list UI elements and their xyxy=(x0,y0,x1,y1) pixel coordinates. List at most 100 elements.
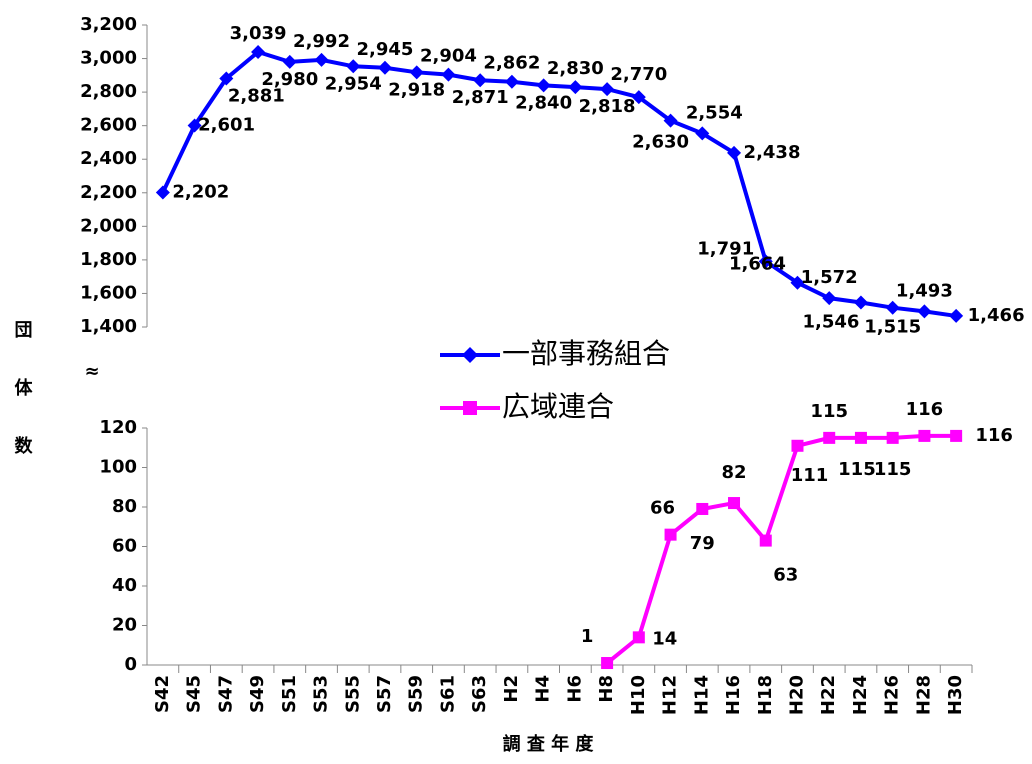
data-label: 2,992 xyxy=(293,31,350,52)
y-tick-label: 2,600 xyxy=(80,115,137,136)
data-label: 2,954 xyxy=(325,73,382,94)
data-label: 2,945 xyxy=(357,39,414,60)
marker xyxy=(949,308,964,323)
x-tick-label: H2 xyxy=(501,675,522,703)
y-tick-label: 2,000 xyxy=(80,215,137,236)
x-tick-label: H14 xyxy=(691,675,712,715)
x-tick-label: S51 xyxy=(279,675,300,713)
y-tick-label: 1,400 xyxy=(80,316,137,337)
marker xyxy=(695,126,710,141)
x-tick-label: S45 xyxy=(184,675,205,713)
data-label: 1,493 xyxy=(896,280,953,301)
marker xyxy=(663,113,678,128)
data-label: 2,770 xyxy=(610,64,667,85)
marker xyxy=(219,71,234,86)
y-tick-label: 120 xyxy=(99,417,137,438)
data-label: 82 xyxy=(721,462,746,483)
y-tick-label: 0 xyxy=(124,654,137,675)
marker xyxy=(759,534,772,547)
marker xyxy=(568,80,583,95)
data-label: 2,630 xyxy=(632,132,689,153)
marker xyxy=(409,65,424,80)
y-tick-label: 2,800 xyxy=(80,81,137,102)
x-tick-label: S55 xyxy=(342,675,363,713)
data-label: 66 xyxy=(650,498,675,519)
data-label: 2,918 xyxy=(388,79,445,100)
data-label: 79 xyxy=(690,533,715,554)
x-tick-label: H18 xyxy=(755,675,776,715)
marker xyxy=(664,528,677,541)
marker xyxy=(886,431,899,444)
y-tick-label: 2,200 xyxy=(80,182,137,203)
x-tick-label: H10 xyxy=(628,675,649,715)
y-tick-label: 1,600 xyxy=(80,282,137,303)
x-tick-label: S57 xyxy=(374,675,395,713)
x-tick-label: S49 xyxy=(247,675,268,713)
marker xyxy=(917,304,932,319)
data-label: 116 xyxy=(975,425,1013,446)
data-label: 1,572 xyxy=(801,267,858,288)
data-label: 63 xyxy=(773,565,798,586)
data-label: 2,980 xyxy=(261,69,318,90)
x-tick-label: S47 xyxy=(215,675,236,713)
x-axis-label: 調 査 年 度 xyxy=(503,733,595,755)
y-tick-label: 60 xyxy=(112,536,137,557)
x-tick-label: S63 xyxy=(469,675,490,713)
data-label: 111 xyxy=(791,465,829,486)
y-axis-label-text: 団体数 xyxy=(12,320,33,494)
marker xyxy=(600,82,615,97)
marker xyxy=(727,145,742,160)
y-axis-label: 団体数 xyxy=(12,320,33,494)
data-label: 2,202 xyxy=(172,181,229,202)
marker xyxy=(441,67,456,82)
marker xyxy=(631,90,646,105)
legend-marker xyxy=(463,401,477,415)
x-tick-label: S61 xyxy=(437,675,458,713)
data-label: 2,601 xyxy=(198,114,255,135)
marker xyxy=(696,502,709,515)
x-tick-label: H22 xyxy=(818,675,839,715)
marker xyxy=(187,118,202,133)
y-tick-label: 20 xyxy=(112,615,137,636)
marker xyxy=(758,254,773,269)
marker xyxy=(790,275,805,290)
marker xyxy=(314,52,329,67)
x-tick-label: H12 xyxy=(660,675,681,715)
data-label: 1,546 xyxy=(802,312,859,333)
x-tick-label: H28 xyxy=(913,675,934,715)
data-label: 2,438 xyxy=(744,142,801,163)
x-tick-label: H20 xyxy=(786,675,807,715)
x-tick-label: H26 xyxy=(882,675,903,715)
data-label: 2,840 xyxy=(515,92,572,113)
marker xyxy=(822,291,837,306)
marker xyxy=(473,73,488,88)
y-tick-label: 3,000 xyxy=(80,48,137,69)
marker xyxy=(504,74,519,89)
x-tick-label: S42 xyxy=(152,675,173,713)
data-label: 2,830 xyxy=(547,58,604,79)
data-label: 115 xyxy=(874,459,912,480)
data-label: 115 xyxy=(838,459,876,480)
y-tick-label: 80 xyxy=(112,496,137,517)
marker xyxy=(918,429,931,442)
marker xyxy=(885,300,900,315)
marker xyxy=(251,45,266,60)
legend-label: 広域連合 xyxy=(502,390,614,423)
data-label: 116 xyxy=(906,399,944,420)
data-label: 2,554 xyxy=(686,102,743,123)
data-label: 1,515 xyxy=(864,317,921,338)
x-tick-label: H6 xyxy=(564,675,585,703)
x-tick-label: S53 xyxy=(311,675,332,713)
data-label: 115 xyxy=(810,401,848,422)
data-label: 2,818 xyxy=(579,96,636,117)
y-tick-label: 2,400 xyxy=(80,148,137,169)
data-label: 1,466 xyxy=(968,305,1025,326)
data-label: 14 xyxy=(652,628,677,649)
marker xyxy=(601,657,614,670)
data-label: 2,862 xyxy=(483,53,540,74)
marker xyxy=(536,78,551,93)
legend-marker xyxy=(462,347,478,363)
data-label: 3,039 xyxy=(230,23,287,44)
marker xyxy=(950,429,963,442)
marker xyxy=(282,54,297,69)
